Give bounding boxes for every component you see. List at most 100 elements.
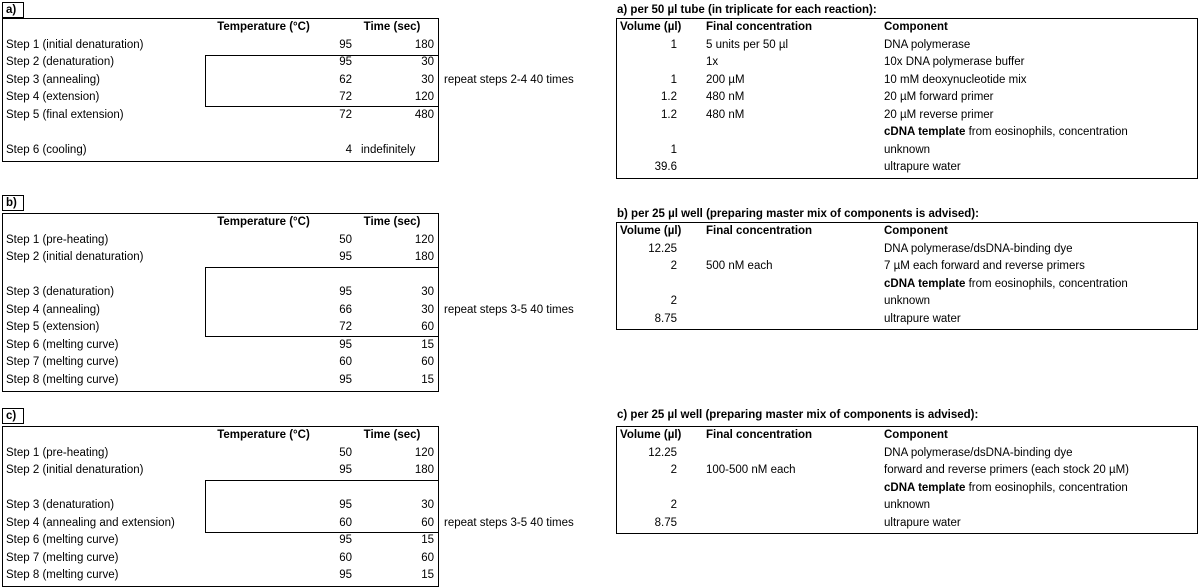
time-cell: 15 [421,338,434,351]
temp-cell: 72 [339,91,352,103]
concentration-cell [683,445,882,463]
step-cell: Step 1 (initial denaturation) [6,38,144,51]
reaction-mix-table-b: Volume (µl) Final concentration Component … [616,222,1198,330]
program-row-blank [3,124,438,142]
temp-cell: 95 [339,569,352,581]
time-cell: 60 [421,551,434,564]
mix-row: 1x 10x DNA polymerase buffer [617,54,1197,72]
concentration-cell [683,159,882,177]
time-cell: 180 [414,464,434,476]
time-cell: 120 [414,91,434,103]
component-cell: 20 µM forward primer [884,91,994,103]
component-cell: cDNA template from eosinophils, concentr… [882,124,1197,142]
component-cell: 20 µM reverse primer [884,108,994,121]
table-header-row: Volume (µl) Final concentration Component [617,19,1197,37]
temp-cell: 95 [339,338,352,351]
mix-row: 1 unknown [617,142,1197,160]
volume-cell: 39.6 [654,161,677,173]
mix-row: 2 100-500 nM each forward and reverse prim… [617,462,1197,480]
col-header-time: Time (sec) [363,429,421,441]
concentration-cell: 200 µM [706,73,745,86]
mix-row: 12.25 DNA polymerase/dsDNA-binding dye [617,241,1197,259]
mix-title-a: a) per 50 µl tube (in triplicate for eac… [617,4,877,16]
volume-cell [617,124,683,142]
mix-row: 2 unknown [617,293,1197,311]
program-row: Step 4 (annealing) 66 30 [3,302,438,320]
empty-header-cell [3,19,206,37]
temp-cell: 62 [339,73,352,86]
time-cell: 60 [421,356,434,368]
time-cell: 120 [414,233,434,246]
temp-cell: 4 [345,143,352,156]
time-cell: 60 [421,321,434,333]
program-row: Step 7 (melting curve) 60 60 [3,354,438,372]
reaction-mix-table-a: Volume (µl) Final concentration Component … [616,18,1198,179]
temp-cell [206,480,356,498]
time-cell: 15 [421,534,434,546]
temp-cell: 60 [339,516,352,529]
time-cell [356,480,438,498]
program-row: Step 3 (annealing) 62 30 [3,72,438,90]
mix-row: 39.6 ultrapure water [617,159,1197,177]
component-cell: unknown [884,295,931,307]
volume-cell: 2 [670,499,677,511]
repeat-note-b: repeat steps 3-5 40 times [444,304,574,316]
time-cell: 30 [421,499,434,511]
program-row: Step 5 (final extension) 72 480 [3,107,438,125]
step-cell: Step 4 (extension) [6,91,100,103]
time-cell [356,267,438,285]
program-row: Step 2 (initial denaturation) 95 180 [3,462,438,480]
component-cell: ultrapure water [884,161,961,173]
component-cell: DNA polymerase/dsDNA-binding dye [884,446,1073,459]
time-cell: 180 [414,251,434,263]
col-header-time: Time (sec) [363,216,421,228]
section-label-b: b) [2,195,24,211]
col-header-final-concentration: Final concentration [706,21,813,33]
component-rest-text: from eosinophils, concentration [965,126,1128,138]
temp-cell: 95 [339,38,352,51]
step-cell: Step 5 (final extension) [6,108,124,121]
program-row: Step 1 (initial denaturation) 95 180 [3,37,438,55]
volume-cell [617,54,683,72]
program-row: Step 2 (initial denaturation) 95 180 [3,249,438,267]
repeat-note-a: repeat steps 2-4 40 times [444,74,574,86]
concentration-cell [683,480,882,498]
thermal-program-table-b: Temperature (°C) Time (sec) Step 1 (pre-h… [2,213,439,392]
mix-row: 2 500 nM each 7 µM each forward and revers… [617,258,1197,276]
temp-cell: 72 [339,321,352,333]
step-cell: Step 4 (annealing) [6,303,100,316]
program-row: Step 1 (pre-heating) 50 120 [3,232,438,250]
mix-row: 1.2 480 nM 20 µM forward primer [617,89,1197,107]
temp-cell [206,124,356,142]
mix-row: 1 200 µM 10 mM deoxynucleotide mix [617,72,1197,90]
step-cell: Step 6 (melting curve) [6,534,119,546]
step-cell: Step 1 (pre-heating) [6,233,109,246]
step-cell [3,480,206,498]
volume-cell: 1 [670,143,677,156]
volume-cell [617,276,683,294]
concentration-cell: 480 nM [706,91,745,103]
mix-row: 2 unknown [617,497,1197,515]
program-row: Step 8 (melting curve) 95 15 [3,567,438,585]
program-row: Step 7 (melting curve) 60 60 [3,550,438,568]
program-row: Step 3 (denaturation) 95 30 [3,497,438,515]
component-rest-text: from eosinophils, concentration [965,277,1128,290]
time-cell [356,124,438,142]
col-header-volume: Volume (µl) [620,429,682,441]
mix-row: 8.75 ultrapure water [617,311,1197,329]
table-header-row: Temperature (°C) Time (sec) [3,214,438,232]
time-cell: 480 [414,108,434,121]
step-cell: Step 3 (denaturation) [6,499,115,511]
component-cell: DNA polymerase [884,38,971,51]
empty-header-cell [3,427,206,445]
col-header-final-concentration: Final concentration [706,429,813,441]
component-cell: 7 µM each forward and reverse primers [884,260,1085,272]
volume-cell: 1 [670,38,677,51]
time-cell: indefinitely [361,143,416,156]
volume-cell: 12.25 [648,446,677,459]
program-row: Step 2 (denaturation) 95 30 [3,54,438,72]
temp-cell: 50 [339,233,352,246]
component-cell: ultrapure water [884,312,961,325]
concentration-cell [683,276,882,294]
mix-row: cDNA template from eosinophils, concentr… [617,480,1197,498]
